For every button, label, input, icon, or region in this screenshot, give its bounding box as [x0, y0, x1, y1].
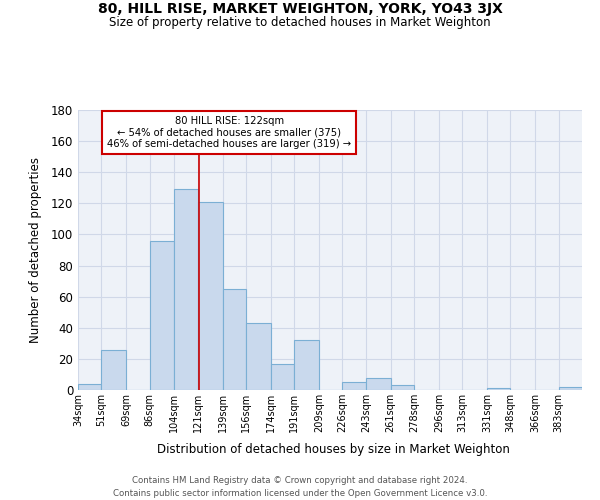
Bar	[246, 323, 271, 390]
Bar	[175, 190, 198, 390]
Text: Size of property relative to detached houses in Market Weighton: Size of property relative to detached ho…	[109, 16, 491, 29]
Text: 80, HILL RISE, MARKET WEIGHTON, YORK, YO43 3JX: 80, HILL RISE, MARKET WEIGHTON, YORK, YO…	[98, 2, 502, 16]
Bar	[343, 382, 366, 390]
Text: Contains HM Land Registry data © Crown copyright and database right 2024.: Contains HM Land Registry data © Crown c…	[132, 476, 468, 485]
Bar	[294, 340, 319, 390]
Y-axis label: Number of detached properties: Number of detached properties	[29, 157, 43, 343]
Bar	[559, 387, 582, 390]
Bar	[149, 240, 175, 390]
Text: Distribution of detached houses by size in Market Weighton: Distribution of detached houses by size …	[157, 442, 509, 456]
Bar	[101, 350, 126, 390]
Bar	[391, 386, 414, 390]
Bar	[271, 364, 294, 390]
Bar	[223, 289, 246, 390]
Bar	[198, 202, 223, 390]
Text: 80 HILL RISE: 122sqm
← 54% of detached houses are smaller (375)
46% of semi-deta: 80 HILL RISE: 122sqm ← 54% of detached h…	[107, 116, 351, 149]
Bar	[487, 388, 511, 390]
Bar	[366, 378, 391, 390]
Text: Contains public sector information licensed under the Open Government Licence v3: Contains public sector information licen…	[113, 489, 487, 498]
Bar	[78, 384, 101, 390]
